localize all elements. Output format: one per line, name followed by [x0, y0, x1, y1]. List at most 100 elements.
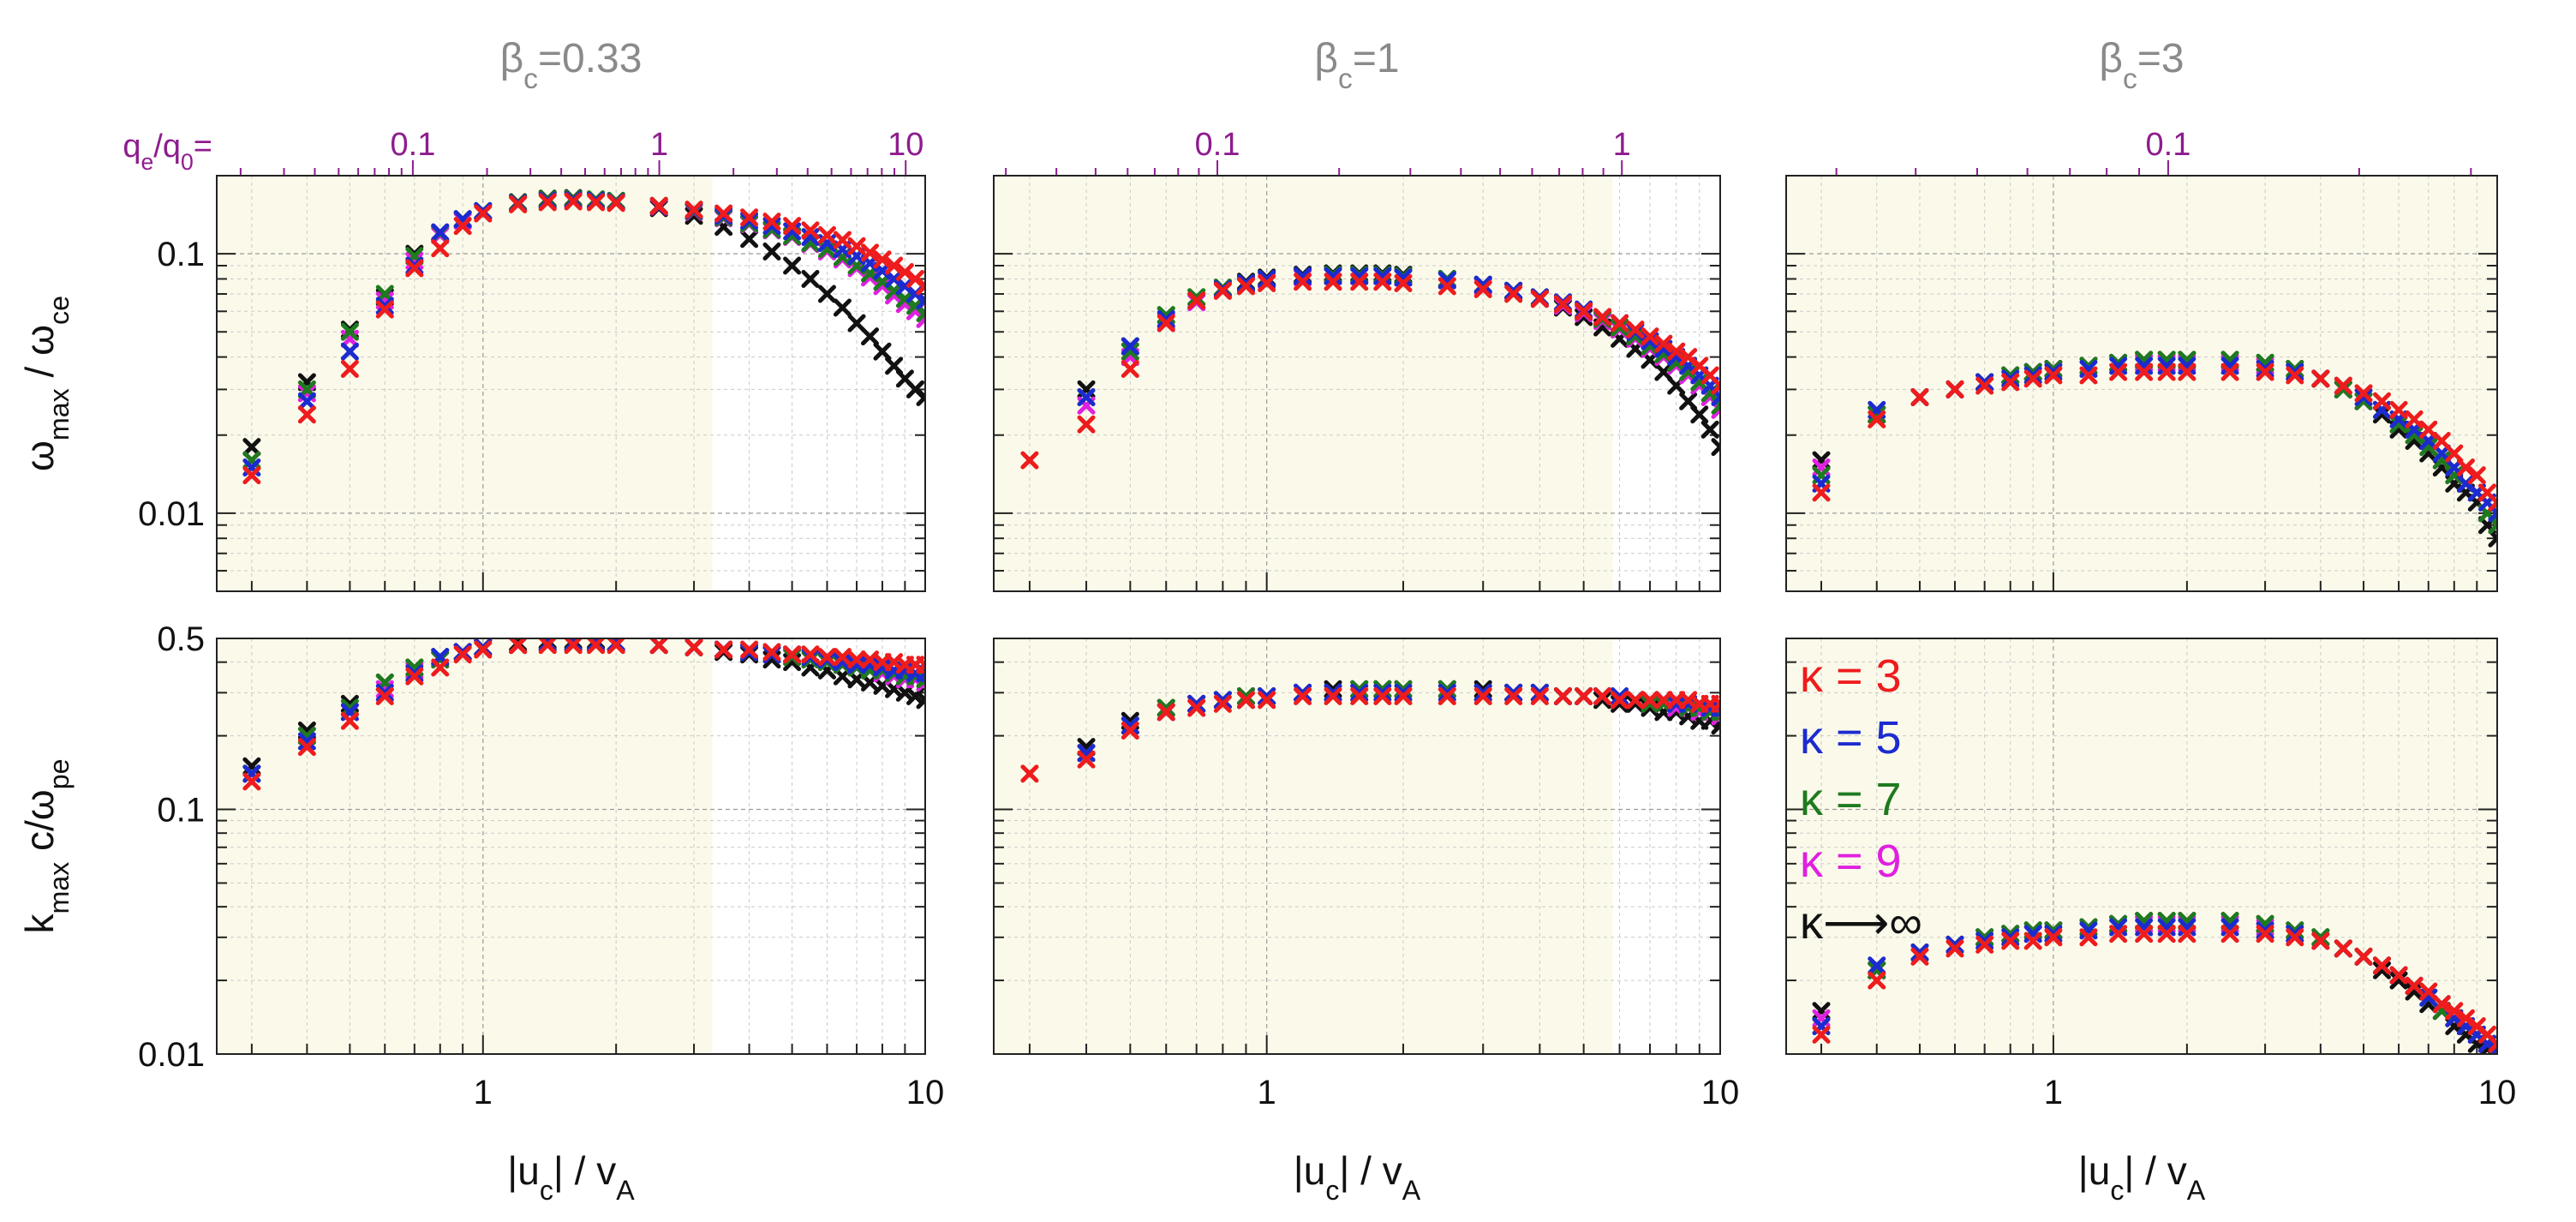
data-point	[2220, 362, 2239, 381]
data-point	[833, 298, 852, 317]
q-tick-label: 0.1	[391, 127, 436, 163]
data-point	[1294, 273, 1312, 291]
data-point	[375, 687, 394, 706]
data-point	[2286, 362, 2304, 381]
data-point	[847, 650, 866, 669]
data-point	[1121, 722, 1139, 740]
panel-title: βc=0.33	[500, 36, 643, 95]
data-point	[1611, 687, 1629, 706]
data-point	[801, 269, 820, 288]
data-point	[783, 256, 802, 275]
data-point	[2419, 988, 2438, 1007]
data-point	[2354, 384, 2373, 403]
data-point	[1258, 273, 1276, 292]
data-point	[1373, 267, 1392, 285]
data-markers	[1812, 912, 2497, 1054]
data-point	[2311, 369, 2330, 388]
x-tick-label: 10	[1701, 1074, 1740, 1111]
data-point	[817, 225, 836, 244]
data-point	[242, 438, 261, 457]
shaded-region	[1786, 176, 2497, 591]
plot-frame	[216, 175, 926, 592]
shaded-region	[217, 638, 713, 1054]
data-point	[1812, 1025, 1831, 1044]
q-tick-label: 1	[650, 127, 668, 163]
data-point	[873, 250, 892, 269]
series-κ=3	[1812, 925, 2497, 1053]
series-κ=3	[1812, 362, 2497, 512]
data-point	[762, 217, 781, 236]
data-point	[801, 645, 820, 664]
data-point	[1711, 438, 1720, 457]
top-q-axis: 0.1 1	[994, 127, 1720, 177]
data-point	[1157, 314, 1175, 332]
data-point	[1077, 415, 1096, 434]
data-point	[1711, 400, 1720, 419]
data-point	[1157, 703, 1175, 722]
data-point	[916, 277, 925, 296]
data-point	[740, 230, 759, 249]
data-point	[2023, 931, 2042, 950]
data-point	[2334, 376, 2352, 395]
data-point	[1690, 405, 1709, 424]
data-point	[1553, 295, 1572, 314]
y-tick-label: 0.01	[138, 495, 205, 533]
data-point	[340, 342, 359, 361]
data-point	[1530, 290, 1549, 308]
data-point	[431, 658, 450, 677]
data-point	[1437, 277, 1456, 296]
data-point	[1187, 288, 1206, 307]
data-point	[2001, 373, 2020, 392]
data-point	[1236, 687, 1255, 706]
data-point	[1187, 698, 1206, 717]
q-axis-label: qe/q0=	[123, 129, 212, 175]
data-point	[1530, 683, 1549, 702]
data-point	[1975, 931, 1994, 950]
data-point	[2419, 438, 2438, 457]
q-tick-label: 0.1	[2146, 127, 2191, 163]
data-point	[916, 291, 925, 310]
data-point	[1213, 281, 1232, 300]
legend-entry: κ = 9	[1800, 836, 1902, 887]
data-point	[1575, 687, 1593, 706]
data-point	[2286, 925, 2304, 943]
data-point	[431, 223, 450, 242]
data-point	[833, 653, 852, 672]
data-point	[1626, 691, 1645, 710]
data-point	[684, 201, 703, 219]
data-point	[1258, 687, 1276, 706]
legend-entry: κ = 3	[1800, 650, 1902, 702]
data-point	[1437, 683, 1456, 702]
data-point	[2405, 410, 2424, 428]
x-tick-label: 1	[1258, 1074, 1276, 1111]
data-point	[1910, 943, 1929, 962]
data-point	[2157, 350, 2176, 369]
data-point	[1641, 694, 1659, 713]
shaded-region	[217, 176, 713, 591]
data-point	[2079, 928, 2098, 947]
data-point	[2286, 928, 2304, 947]
data-point	[1593, 691, 1612, 710]
data-point	[474, 204, 493, 223]
shaded-region	[994, 176, 1613, 591]
data-point	[2256, 921, 2274, 940]
data-point	[801, 221, 820, 240]
data-point	[509, 638, 528, 655]
data-point	[297, 732, 316, 751]
data-point	[1626, 320, 1645, 339]
data-markers	[1812, 350, 2497, 548]
data-point	[1667, 342, 1686, 361]
data-point	[1654, 334, 1673, 353]
data-point	[538, 193, 557, 212]
y-axis-label: kmax c/ωpe	[17, 758, 75, 933]
data-point	[2311, 931, 2330, 950]
x-tick-label: 10	[2478, 1074, 2517, 1111]
data-point	[2044, 366, 2063, 385]
data-point	[1350, 267, 1369, 285]
data-point	[2079, 366, 2098, 385]
data-point	[817, 285, 836, 303]
data-point	[2445, 1002, 2464, 1021]
plot-frame	[993, 638, 1721, 1055]
data-point	[2178, 362, 2196, 381]
